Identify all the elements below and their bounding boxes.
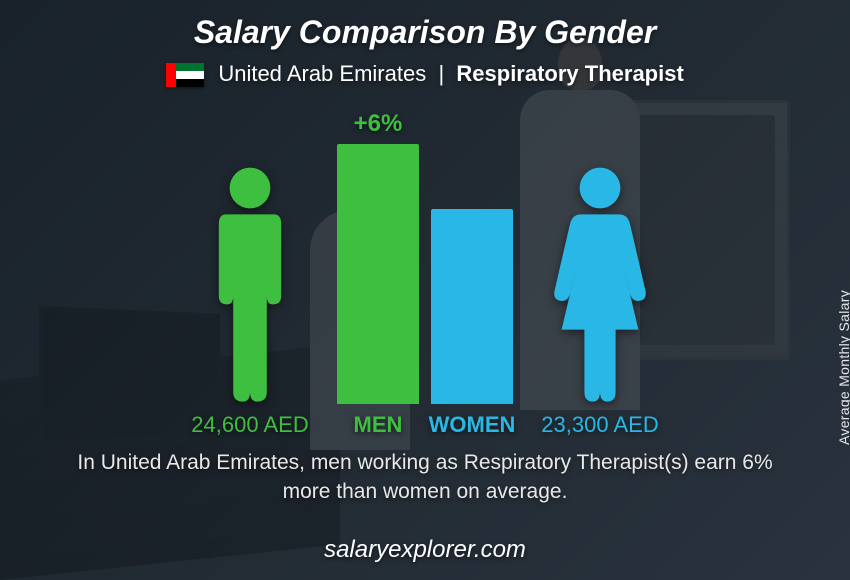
- job-title: Respiratory Therapist: [456, 61, 683, 86]
- subtitle: United Arab Emirates | Respiratory Thera…: [0, 61, 850, 87]
- diff-label: +6%: [337, 110, 419, 138]
- woman-icon: [540, 164, 660, 404]
- flag-stripe-white: [176, 71, 204, 79]
- country-label: United Arab Emirates: [218, 61, 426, 86]
- man-icon: [190, 164, 310, 404]
- men-column: 24,600 AED: [175, 120, 325, 440]
- men-bar-column: +6% MEN: [337, 120, 419, 440]
- women-salary: 23,300 AED: [541, 412, 658, 440]
- footer-source: salaryexplorer.com: [324, 536, 526, 564]
- chart-area: 24,600 AED +6% MEN WOMEN 23,300 AED: [105, 120, 745, 440]
- flag-bar-red: [166, 63, 176, 87]
- women-bar: [431, 209, 513, 404]
- flag-stripe-black: [176, 79, 204, 87]
- separator: |: [438, 61, 444, 86]
- content-layer: Salary Comparison By Gender United Arab …: [0, 0, 850, 580]
- men-bar: [337, 144, 419, 404]
- women-column: 23,300 AED: [525, 120, 675, 440]
- flag-stripe-green: [176, 63, 204, 71]
- women-bar-label: WOMEN: [429, 412, 516, 440]
- uae-flag-icon: [166, 63, 204, 87]
- men-salary: 24,600 AED: [191, 412, 308, 440]
- page-title: Salary Comparison By Gender: [0, 0, 850, 51]
- description-text: In United Arab Emirates, men working as …: [65, 449, 785, 506]
- women-bar-column: WOMEN: [431, 120, 513, 440]
- men-bar-label: MEN: [354, 412, 403, 440]
- y-axis-label: Average Monthly Salary: [836, 290, 850, 445]
